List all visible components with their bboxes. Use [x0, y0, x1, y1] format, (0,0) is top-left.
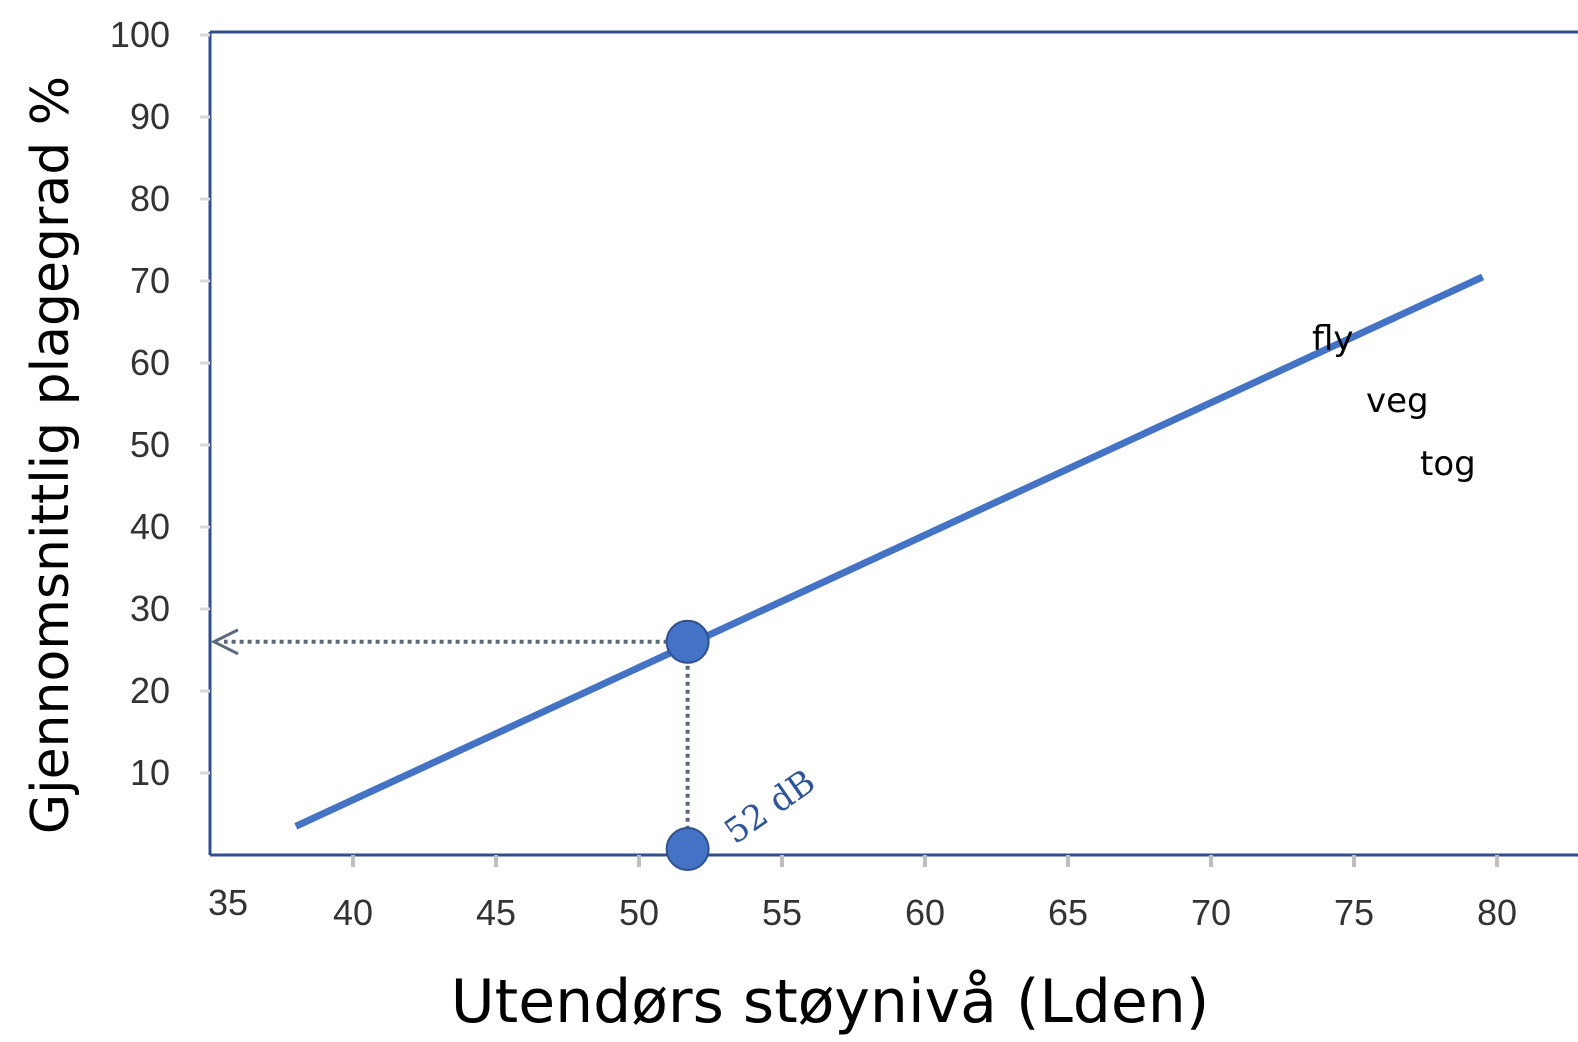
x-tick-label: 70	[1191, 892, 1231, 933]
y-tick-label: 60	[130, 342, 170, 383]
y-tick-label: 70	[130, 260, 170, 301]
y-tick-label: 50	[130, 424, 170, 465]
plot-frame	[208, 30, 1578, 857]
annotation-label: 52 dB	[717, 762, 823, 853]
y-axis-title: Gjennomsnittlig plagegrad %	[21, 76, 81, 834]
guide-arrow-head	[210, 628, 239, 656]
x-tick-label: 60	[905, 892, 945, 933]
intersection-marker	[665, 619, 710, 664]
x-tick-label: 35	[208, 882, 248, 923]
annotation-layer: 52 dB	[210, 619, 823, 871]
y-tick-label: 30	[130, 588, 170, 629]
series-label-fly: fly	[1312, 319, 1354, 359]
x-tick-label: 40	[333, 892, 373, 933]
y-tick-label: 90	[130, 96, 170, 137]
x-axis-marker	[665, 827, 710, 871]
series-label-tog: tog	[1420, 444, 1476, 484]
x-axis-title: Utendørs støynivå (Lden)	[451, 967, 1210, 1037]
y-tick-label: 10	[130, 752, 170, 793]
y-tick-label: 100	[110, 14, 170, 55]
x-tick-label: 65	[1048, 892, 1088, 933]
x-tick-label: 55	[762, 892, 802, 933]
y-tick-label: 40	[130, 506, 170, 547]
series-label-veg: veg	[1366, 381, 1429, 421]
x-tick-label: 45	[476, 892, 516, 933]
series-layer	[294, 273, 1485, 830]
axis-ticks: 35 40 45 50 55 60 65 70 75 80 10 20 30 40 50 60 70 80 90 10…	[110, 14, 1517, 933]
x-tick-label: 50	[619, 892, 659, 933]
x-tick-label: 75	[1334, 892, 1374, 933]
series-line	[294, 273, 1485, 830]
x-tick-label: 80	[1477, 892, 1517, 933]
y-tick-label: 80	[130, 178, 170, 219]
y-tick-label: 20	[130, 670, 170, 711]
